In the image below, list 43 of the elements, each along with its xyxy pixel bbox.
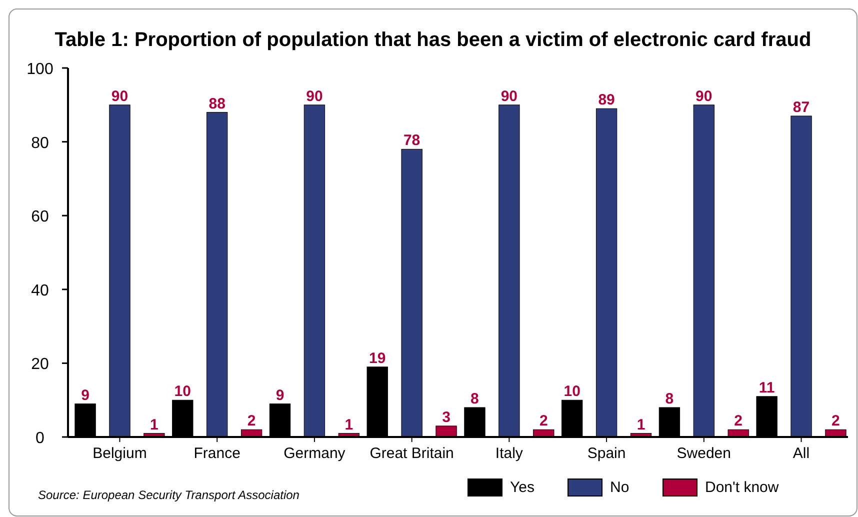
x-tick-label: Italy [495, 445, 524, 462]
data-label: 1 [344, 416, 354, 434]
data-label: 90 [500, 88, 518, 105]
data-label: 11 [758, 379, 775, 396]
data-label: 2 [734, 412, 743, 430]
data-label: 1 [150, 416, 158, 434]
x-tick-label: Belgium [92, 445, 147, 462]
data-label: 78 [403, 132, 420, 150]
data-label: 90 [696, 88, 712, 105]
data-label: 9 [81, 386, 90, 404]
data-label: 10 [564, 383, 580, 400]
data-label: 10 [174, 383, 191, 400]
y-tick-label: 40 [31, 282, 49, 300]
y-tick-label: 80 [31, 134, 49, 152]
data-label: 87 [792, 98, 810, 116]
source-note: Source: European Security Transport Association [38, 488, 300, 502]
y-tick-label: 0 [36, 430, 45, 447]
data-label: 90 [306, 88, 323, 105]
chart-title: Table 1: Proportion of population that has been a victim of electronic card fraud [54, 29, 812, 51]
data-label: 88 [208, 95, 226, 112]
x-tick-label: Great Britain [370, 445, 454, 462]
data-label: 1 [636, 416, 646, 434]
x-tick-label: Spain [587, 445, 626, 462]
legend-label: Yes [510, 479, 534, 496]
data-label: 19 [369, 350, 386, 367]
data-label: 2 [539, 412, 548, 430]
data-label: 9 [276, 386, 284, 404]
data-label: 2 [247, 412, 256, 430]
x-tick-label: Sweden [676, 445, 732, 462]
x-tick-label: All [792, 445, 810, 462]
data-label: 8 [665, 390, 674, 408]
legend-label: No [610, 479, 630, 496]
y-tick-label: 20 [31, 356, 49, 374]
y-tick-label: 60 [31, 208, 49, 226]
data-label: 89 [598, 92, 615, 109]
x-tick-label: Germany [284, 445, 346, 462]
x-tick-label: France [194, 445, 240, 462]
data-label: 8 [470, 390, 479, 408]
y-tick-label: 100 [26, 61, 54, 78]
data-label: 2 [832, 412, 840, 430]
data-label: 3 [442, 408, 450, 426]
data-label: 90 [111, 88, 128, 105]
legend-label: Don't know [705, 479, 779, 496]
